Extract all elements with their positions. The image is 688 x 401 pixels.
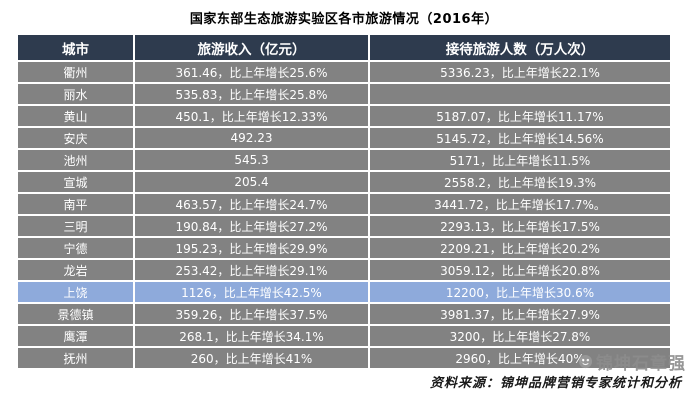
cell-revenue: 535.83，比上年增长25.8% [135, 84, 368, 104]
cell-city: 鹰潭 [18, 326, 133, 346]
cell-visitors: 3981.37，比上年增长27.9% [370, 304, 670, 324]
cell-visitors: 2558.2，比上年增长19.3% [370, 172, 670, 192]
cell-city: 上饶 [18, 282, 133, 302]
table-row: 宣城 205.4 2558.2，比上年增长19.3% [18, 172, 670, 192]
cell-visitors: 3200，比上年增长27.8% [370, 326, 670, 346]
table-body: 衢州 361.46，比上年增长25.6% 5336.23，比上年增长22.1% … [18, 62, 670, 368]
table-row: 鹰潭 268.1，比上年增长34.1% 3200，比上年增长27.8% [18, 326, 670, 346]
cell-revenue: 1126，比上年增长42.5% [135, 282, 368, 302]
cell-city: 宣城 [18, 172, 133, 192]
header-revenue: 旅游收入（亿元） [135, 35, 368, 60]
cell-revenue: 253.42，比上年增长29.1% [135, 260, 368, 280]
header-city: 城市 [18, 35, 133, 60]
cell-city: 三明 [18, 216, 133, 236]
watermark: 锦坤石章强 [578, 349, 686, 374]
cell-revenue: 463.57，比上年增长24.7% [135, 194, 368, 214]
table-row: 衢州 361.46，比上年增长25.6% 5336.23，比上年增长22.1% [18, 62, 670, 82]
cell-visitors: 12200，比上年增长30.6% [370, 282, 670, 302]
cell-visitors: 5171，比上年增长11.5% [370, 150, 670, 170]
cell-visitors: 2293.13，比上年增长17.5% [370, 216, 670, 236]
cell-visitors [370, 84, 670, 104]
cell-visitors: 2960，比上年增长40% [370, 348, 670, 368]
cell-revenue: 361.46，比上年增长25.6% [135, 62, 368, 82]
table-row: 宁德 195.23，比上年增长29.9% 2209.21，比上年增长20.2% [18, 238, 670, 258]
cell-visitors: 2209.21，比上年增长20.2% [370, 238, 670, 258]
table-row: 抚州 260，比上年增长41% 2960，比上年增长40% [18, 348, 670, 368]
table-row: 上饶 1126，比上年增长42.5% 12200，比上年增长30.6% [18, 282, 670, 302]
table-row: 安庆 492.23 5145.72，比上年增长14.56% [18, 128, 670, 148]
cell-city: 景德镇 [18, 304, 133, 324]
cell-visitors: 5187.07，比上年增长11.17% [370, 106, 670, 126]
cell-revenue: 450.1，比上年增长12.33% [135, 106, 368, 126]
cell-revenue: 205.4 [135, 172, 368, 192]
cell-revenue: 260，比上年增长41% [135, 348, 368, 368]
page-title: 国家东部生态旅游实验区各市旅游情况（2016年） [189, 12, 499, 27]
cell-revenue: 195.23，比上年增长29.9% [135, 238, 368, 258]
cell-visitors: 3441.72，比上年增长17.7%。 [370, 194, 670, 214]
cell-city: 宁德 [18, 238, 133, 258]
cell-revenue: 359.26，比上年增长37.5% [135, 304, 368, 324]
cell-city: 龙岩 [18, 260, 133, 280]
table-row: 龙岩 253.42，比上年增长29.1% 3059.12，比上年增长20.8% [18, 260, 670, 280]
table-row: 池州 545.3 5171，比上年增长11.5% [18, 150, 670, 170]
table-row: 南平 463.57，比上年增长24.7% 3441.72，比上年增长17.7%。 [18, 194, 670, 214]
table-row: 丽水 535.83，比上年增长25.8% [18, 84, 670, 104]
cell-revenue: 190.84，比上年增长27.2% [135, 216, 368, 236]
table-row: 黄山 450.1，比上年增长12.33% 5187.07，比上年增长11.17% [18, 106, 670, 126]
cell-visitors: 3059.12，比上年增长20.8% [370, 260, 670, 280]
cell-visitors: 5336.23，比上年增长22.1% [370, 62, 670, 82]
cell-city: 衢州 [18, 62, 133, 82]
watermark-text: 锦坤石章强 [596, 354, 686, 374]
table-row: 三明 190.84，比上年增长27.2% 2293.13，比上年增长17.5% [18, 216, 670, 236]
cell-revenue: 268.1，比上年增长34.1% [135, 326, 368, 346]
cell-revenue: 492.23 [135, 128, 368, 148]
cell-city: 池州 [18, 150, 133, 170]
cell-revenue: 545.3 [135, 150, 368, 170]
table-row: 景德镇 359.26，比上年增长37.5% 3981.37，比上年增长27.9% [18, 304, 670, 324]
cell-city: 黄山 [18, 106, 133, 126]
cell-city: 安庆 [18, 128, 133, 148]
cell-city: 抚州 [18, 348, 133, 368]
header-visitors: 接待旅游人数（万人次） [370, 35, 670, 60]
source-note: 资料来源：锦坤品牌营销专家统计和分析 [429, 376, 682, 391]
cell-city: 南平 [18, 194, 133, 214]
tourism-table: 城市 旅游收入（亿元） 接待旅游人数（万人次） 衢州 361.46，比上年增长2… [18, 35, 670, 368]
cell-visitors: 5145.72，比上年增长14.56% [370, 128, 670, 148]
table-header-row: 城市 旅游收入（亿元） 接待旅游人数（万人次） [18, 35, 670, 60]
watermark-logo-icon [578, 354, 593, 369]
cell-city: 丽水 [18, 84, 133, 104]
